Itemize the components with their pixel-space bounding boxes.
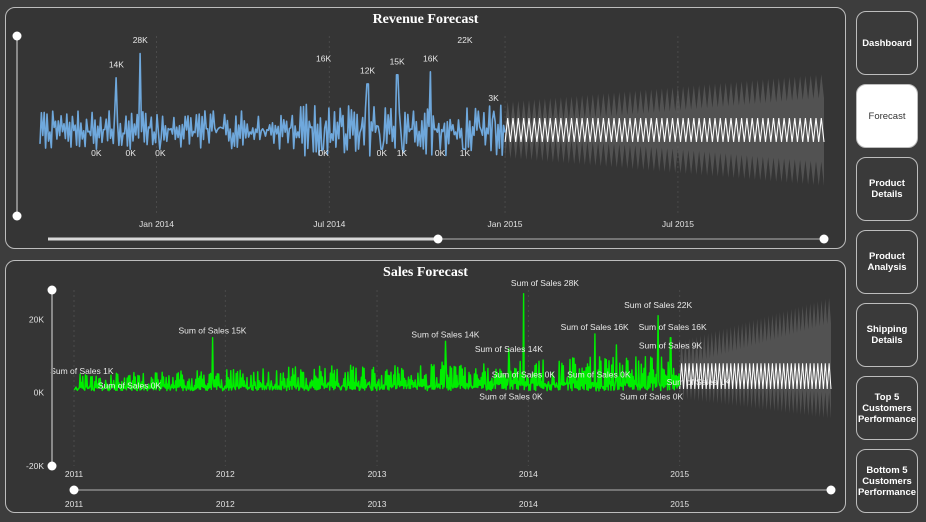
sales-data-label: Sum of Sales 1K bbox=[667, 377, 731, 387]
revenue-data-label: 3K bbox=[488, 93, 499, 103]
sales-x-slider-start-handle[interactable] bbox=[69, 485, 79, 495]
sales-actual-line bbox=[73, 293, 681, 392]
revenue-chart-title: Revenue Forecast bbox=[372, 12, 479, 27]
revenue-data-label: 15K bbox=[390, 56, 405, 66]
revenue-data-label: 0K bbox=[91, 148, 102, 158]
sales-slider-tick-label: 2012 bbox=[216, 499, 235, 509]
sales-data-label: Sum of Sales 9K bbox=[639, 340, 703, 350]
nav-button-label: Bottom 5 Customers Performance bbox=[857, 464, 917, 498]
revenue-forecast-band bbox=[505, 74, 824, 186]
revenue-data-label: 22K bbox=[457, 35, 472, 45]
revenue-data-label: 28K bbox=[133, 35, 148, 45]
revenue-data-label: 0K bbox=[126, 148, 137, 158]
revenue-data-label: 0K bbox=[435, 148, 446, 158]
nav-button-product-details[interactable]: Product Details bbox=[856, 157, 918, 221]
revenue-data-label: 1K bbox=[460, 148, 471, 158]
sales-chart-title: Sales Forecast bbox=[383, 265, 468, 280]
nav-button-shipping-details[interactable]: Shipping Details bbox=[856, 303, 918, 367]
sales-x-tick-label: 2014 bbox=[519, 469, 538, 479]
sales-slider-tick-label: 2014 bbox=[519, 499, 538, 509]
sales-y-tick-label: 20K bbox=[29, 314, 44, 324]
sales-slider-tick-label: 2011 bbox=[65, 499, 84, 509]
sales-forecast-panel: Sales Forecast 20K 0K -20K Sum of Sales 1K… bbox=[5, 260, 846, 513]
nav-button-top-5-customers-performance[interactable]: Top 5 Customers Performance bbox=[856, 376, 918, 440]
sales-y-slider-top-handle[interactable] bbox=[47, 285, 57, 295]
revenue-forecast-panel: Revenue Forecast 14K 28K 16K 12K 15K 16K 22K 3K… bbox=[5, 7, 846, 249]
sales-x-tick-label: 2013 bbox=[368, 469, 387, 479]
sales-data-label: Sum of Sales 0K bbox=[567, 370, 631, 380]
nav-button-label: Product Analysis bbox=[867, 251, 907, 273]
revenue-x-tick-label: Jul 2015 bbox=[662, 219, 694, 229]
sales-forecast-line bbox=[679, 363, 832, 390]
sales-data-label: Sum of Sales 0K bbox=[620, 392, 684, 402]
nav-button-label: Forecast bbox=[868, 110, 906, 122]
sales-y-tick-label: 0K bbox=[34, 388, 45, 398]
revenue-data-label: 16K bbox=[316, 53, 331, 63]
sales-data-label: Sum of Sales 0K bbox=[98, 381, 162, 391]
sales-slider-tick-label: 2015 bbox=[670, 499, 689, 509]
revenue-data-label: 0K bbox=[155, 148, 166, 158]
sales-data-label: Sum of Sales 14K bbox=[475, 344, 543, 354]
revenue-data-label: 16K bbox=[423, 53, 438, 63]
sales-slider-tick-label: 2013 bbox=[368, 499, 387, 509]
sales-forecast-band bbox=[679, 297, 831, 419]
revenue-x-tick-label: Jan 2015 bbox=[488, 219, 523, 229]
sales-data-label: Sum of Sales 0K bbox=[479, 392, 543, 402]
revenue-x-slider-mid-handle[interactable] bbox=[433, 234, 443, 244]
sales-data-label: Sum of Sales 16K bbox=[639, 322, 707, 332]
revenue-data-label: 0K bbox=[318, 148, 329, 158]
revenue-forecast-line bbox=[504, 117, 825, 143]
revenue-data-label: 12K bbox=[360, 66, 375, 76]
sales-y-slider-bottom-handle[interactable] bbox=[47, 461, 57, 471]
revenue-y-slider-bottom-handle[interactable] bbox=[12, 211, 22, 221]
revenue-x-tick-label: Jul 2014 bbox=[313, 219, 345, 229]
sales-data-label: Sum of Sales 15K bbox=[178, 326, 246, 336]
sales-forecast-chart[interactable]: 20K 0K -20K Sum of Sales 1K Sum of Sales 0K… bbox=[6, 261, 846, 513]
nav-button-label: Shipping Details bbox=[866, 324, 908, 346]
sales-data-label: Sum of Sales 22K bbox=[624, 300, 692, 310]
revenue-x-tick-label: Jan 2014 bbox=[139, 219, 174, 229]
sales-data-label: Sum of Sales 0K bbox=[492, 370, 556, 380]
nav-button-product-analysis[interactable]: Product Analysis bbox=[856, 230, 918, 294]
nav-button-dashboard[interactable]: Dashboard bbox=[856, 11, 918, 75]
sales-x-tick-label: 2011 bbox=[65, 469, 84, 479]
nav-button-label: Product Details bbox=[869, 178, 905, 200]
nav-button-forecast[interactable]: Forecast bbox=[856, 84, 918, 148]
revenue-y-slider-top-handle[interactable] bbox=[12, 31, 22, 41]
sales-data-label: Sum of Sales 14K bbox=[411, 329, 479, 339]
sales-data-label: Sum of Sales 28K bbox=[511, 278, 579, 288]
sales-data-label: Sum of Sales 1K bbox=[50, 366, 114, 376]
sales-y-tick-label: -20K bbox=[26, 461, 44, 471]
revenue-data-label: 14K bbox=[109, 59, 124, 69]
sales-x-tick-label: 2015 bbox=[670, 469, 689, 479]
sales-x-slider-end-handle[interactable] bbox=[826, 485, 836, 495]
sales-data-label: Sum of Sales 16K bbox=[561, 322, 629, 332]
revenue-data-label: 0K bbox=[377, 148, 388, 158]
nav-button-label: Top 5 Customers Performance bbox=[857, 391, 917, 425]
sales-x-tick-label: 2012 bbox=[216, 469, 235, 479]
revenue-actual-line bbox=[39, 52, 506, 157]
nav-button-label: Dashboard bbox=[862, 37, 912, 49]
nav-button-bottom-5-customers-performance[interactable]: Bottom 5 Customers Performance bbox=[856, 449, 918, 513]
revenue-data-label: 1K bbox=[397, 148, 408, 158]
revenue-x-slider-end-handle[interactable] bbox=[819, 234, 829, 244]
